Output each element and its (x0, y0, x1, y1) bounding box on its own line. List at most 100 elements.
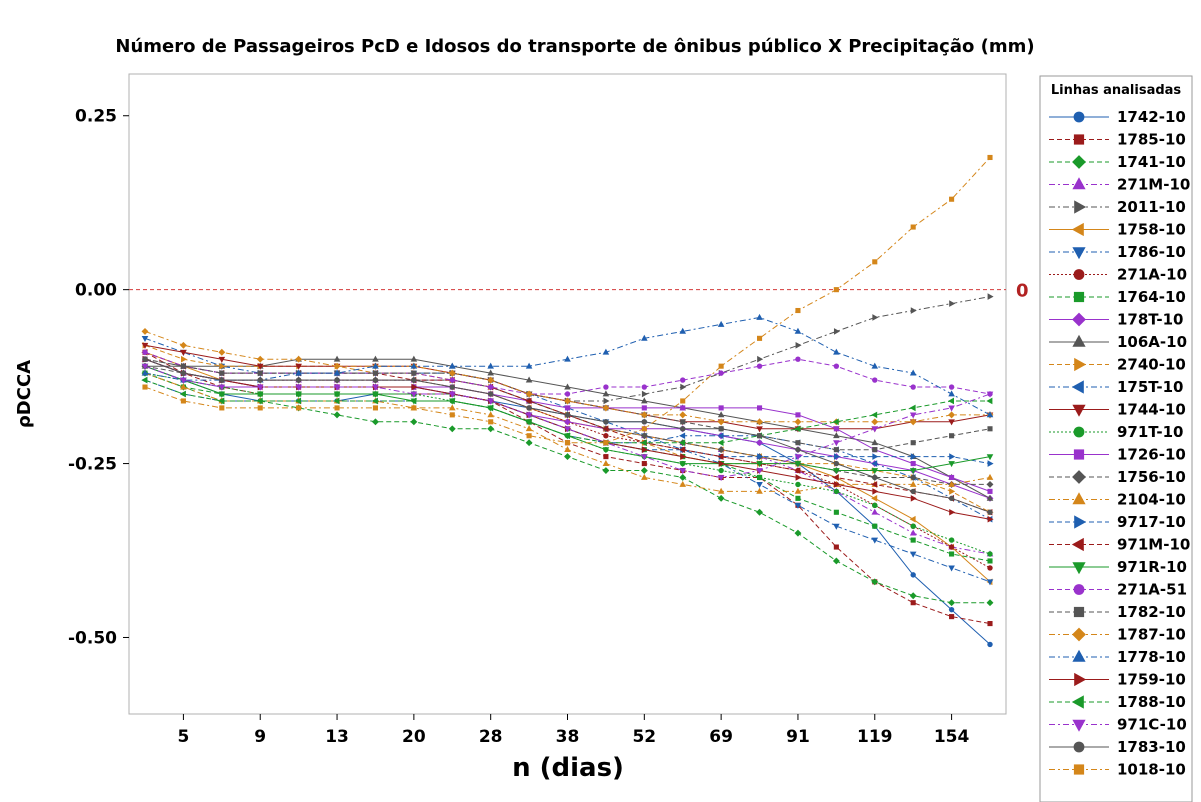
data-point (487, 384, 494, 390)
data-point (986, 473, 994, 480)
data-point (987, 460, 994, 467)
data-point (295, 355, 303, 363)
data-point (949, 474, 955, 481)
data-point (564, 355, 571, 362)
legend-item: 175T-10 (1049, 378, 1183, 396)
legend-label: 1756-10 (1117, 468, 1186, 486)
data-point (987, 515, 994, 523)
data-point (832, 474, 839, 481)
data-point (641, 334, 648, 341)
data-point (795, 495, 801, 501)
data-point (833, 432, 840, 439)
legend-label: 1741-10 (1117, 153, 1186, 171)
x-tick-label: 20 (402, 727, 426, 747)
legend-marker (1072, 649, 1086, 662)
data-point (910, 453, 917, 460)
series-line (144, 365, 991, 479)
data-point (910, 523, 916, 529)
legend-label: 178T-10 (1117, 311, 1183, 329)
data-point (987, 488, 993, 494)
data-point (488, 419, 494, 425)
data-point (256, 355, 264, 363)
data-point (564, 418, 571, 426)
data-point (641, 454, 648, 461)
data-point (795, 412, 801, 418)
data-point (564, 426, 571, 433)
data-point (641, 473, 648, 480)
data-point (218, 391, 226, 398)
data-point (987, 426, 993, 432)
data-point (795, 474, 802, 481)
data-point (833, 523, 840, 530)
legend-label: 1788-10 (1117, 693, 1186, 711)
data-point (603, 397, 610, 405)
legend-marker (1071, 222, 1084, 237)
data-point (833, 447, 839, 453)
data-point (756, 487, 763, 494)
legend-item: 9717-10 (1049, 513, 1186, 531)
series-1783-10 (142, 356, 993, 515)
data-point (640, 411, 648, 419)
data-point (910, 384, 916, 390)
data-point (603, 433, 609, 439)
legend-item: 1744-10 (1049, 401, 1186, 419)
legend-label: 175T-10 (1117, 378, 1183, 396)
data-point (986, 397, 993, 405)
data-point (948, 480, 955, 487)
data-point (679, 461, 687, 468)
legend-marker (1072, 177, 1086, 190)
data-point (564, 440, 571, 446)
data-point (949, 508, 956, 516)
legend-marker (1074, 200, 1087, 214)
data-point (372, 377, 379, 383)
legend-marker (1073, 606, 1085, 618)
data-point (525, 376, 533, 383)
data-point (295, 369, 302, 376)
data-point (487, 404, 494, 412)
data-point (641, 384, 648, 390)
data-point (872, 453, 879, 460)
legend-title: Linhas analisadas (1051, 83, 1182, 98)
data-point (487, 369, 494, 376)
data-point (795, 342, 802, 349)
data-point (641, 426, 647, 432)
data-point (833, 328, 840, 335)
data-point (794, 487, 802, 494)
data-point (602, 390, 610, 397)
data-point (756, 461, 763, 468)
data-point (371, 397, 378, 405)
data-point (756, 313, 763, 320)
data-point (180, 363, 186, 369)
data-point (872, 447, 878, 453)
data-point (717, 446, 725, 454)
data-point (680, 419, 686, 425)
data-point (794, 327, 802, 334)
data-point (756, 418, 763, 426)
legend-label: 1764-10 (1117, 288, 1186, 306)
legend-marker (1073, 584, 1085, 595)
data-point (641, 419, 648, 425)
data-point (909, 592, 917, 600)
legend-label: 971T-10 (1117, 423, 1183, 441)
data-point (410, 418, 418, 426)
data-point (641, 405, 647, 411)
data-point (756, 433, 763, 439)
data-point (179, 390, 186, 398)
series-layer (141, 154, 994, 648)
legend-label: 1785-10 (1117, 131, 1186, 149)
data-point (949, 551, 955, 557)
data-point (372, 355, 379, 362)
reference-line-label: 0 (1016, 281, 1029, 302)
data-point (372, 405, 379, 411)
legend-label: 1742-10 (1117, 108, 1186, 126)
data-point (910, 572, 916, 578)
y-axis: 0.25 0.00 -0.25 -0.50 (68, 107, 129, 648)
legend-label: 271A-51 (1117, 581, 1187, 599)
data-point (142, 384, 148, 390)
legend-marker (1073, 291, 1085, 303)
data-point (603, 419, 609, 425)
data-point (718, 405, 724, 411)
data-point (794, 529, 802, 537)
data-point (564, 405, 571, 411)
data-point (525, 425, 533, 432)
